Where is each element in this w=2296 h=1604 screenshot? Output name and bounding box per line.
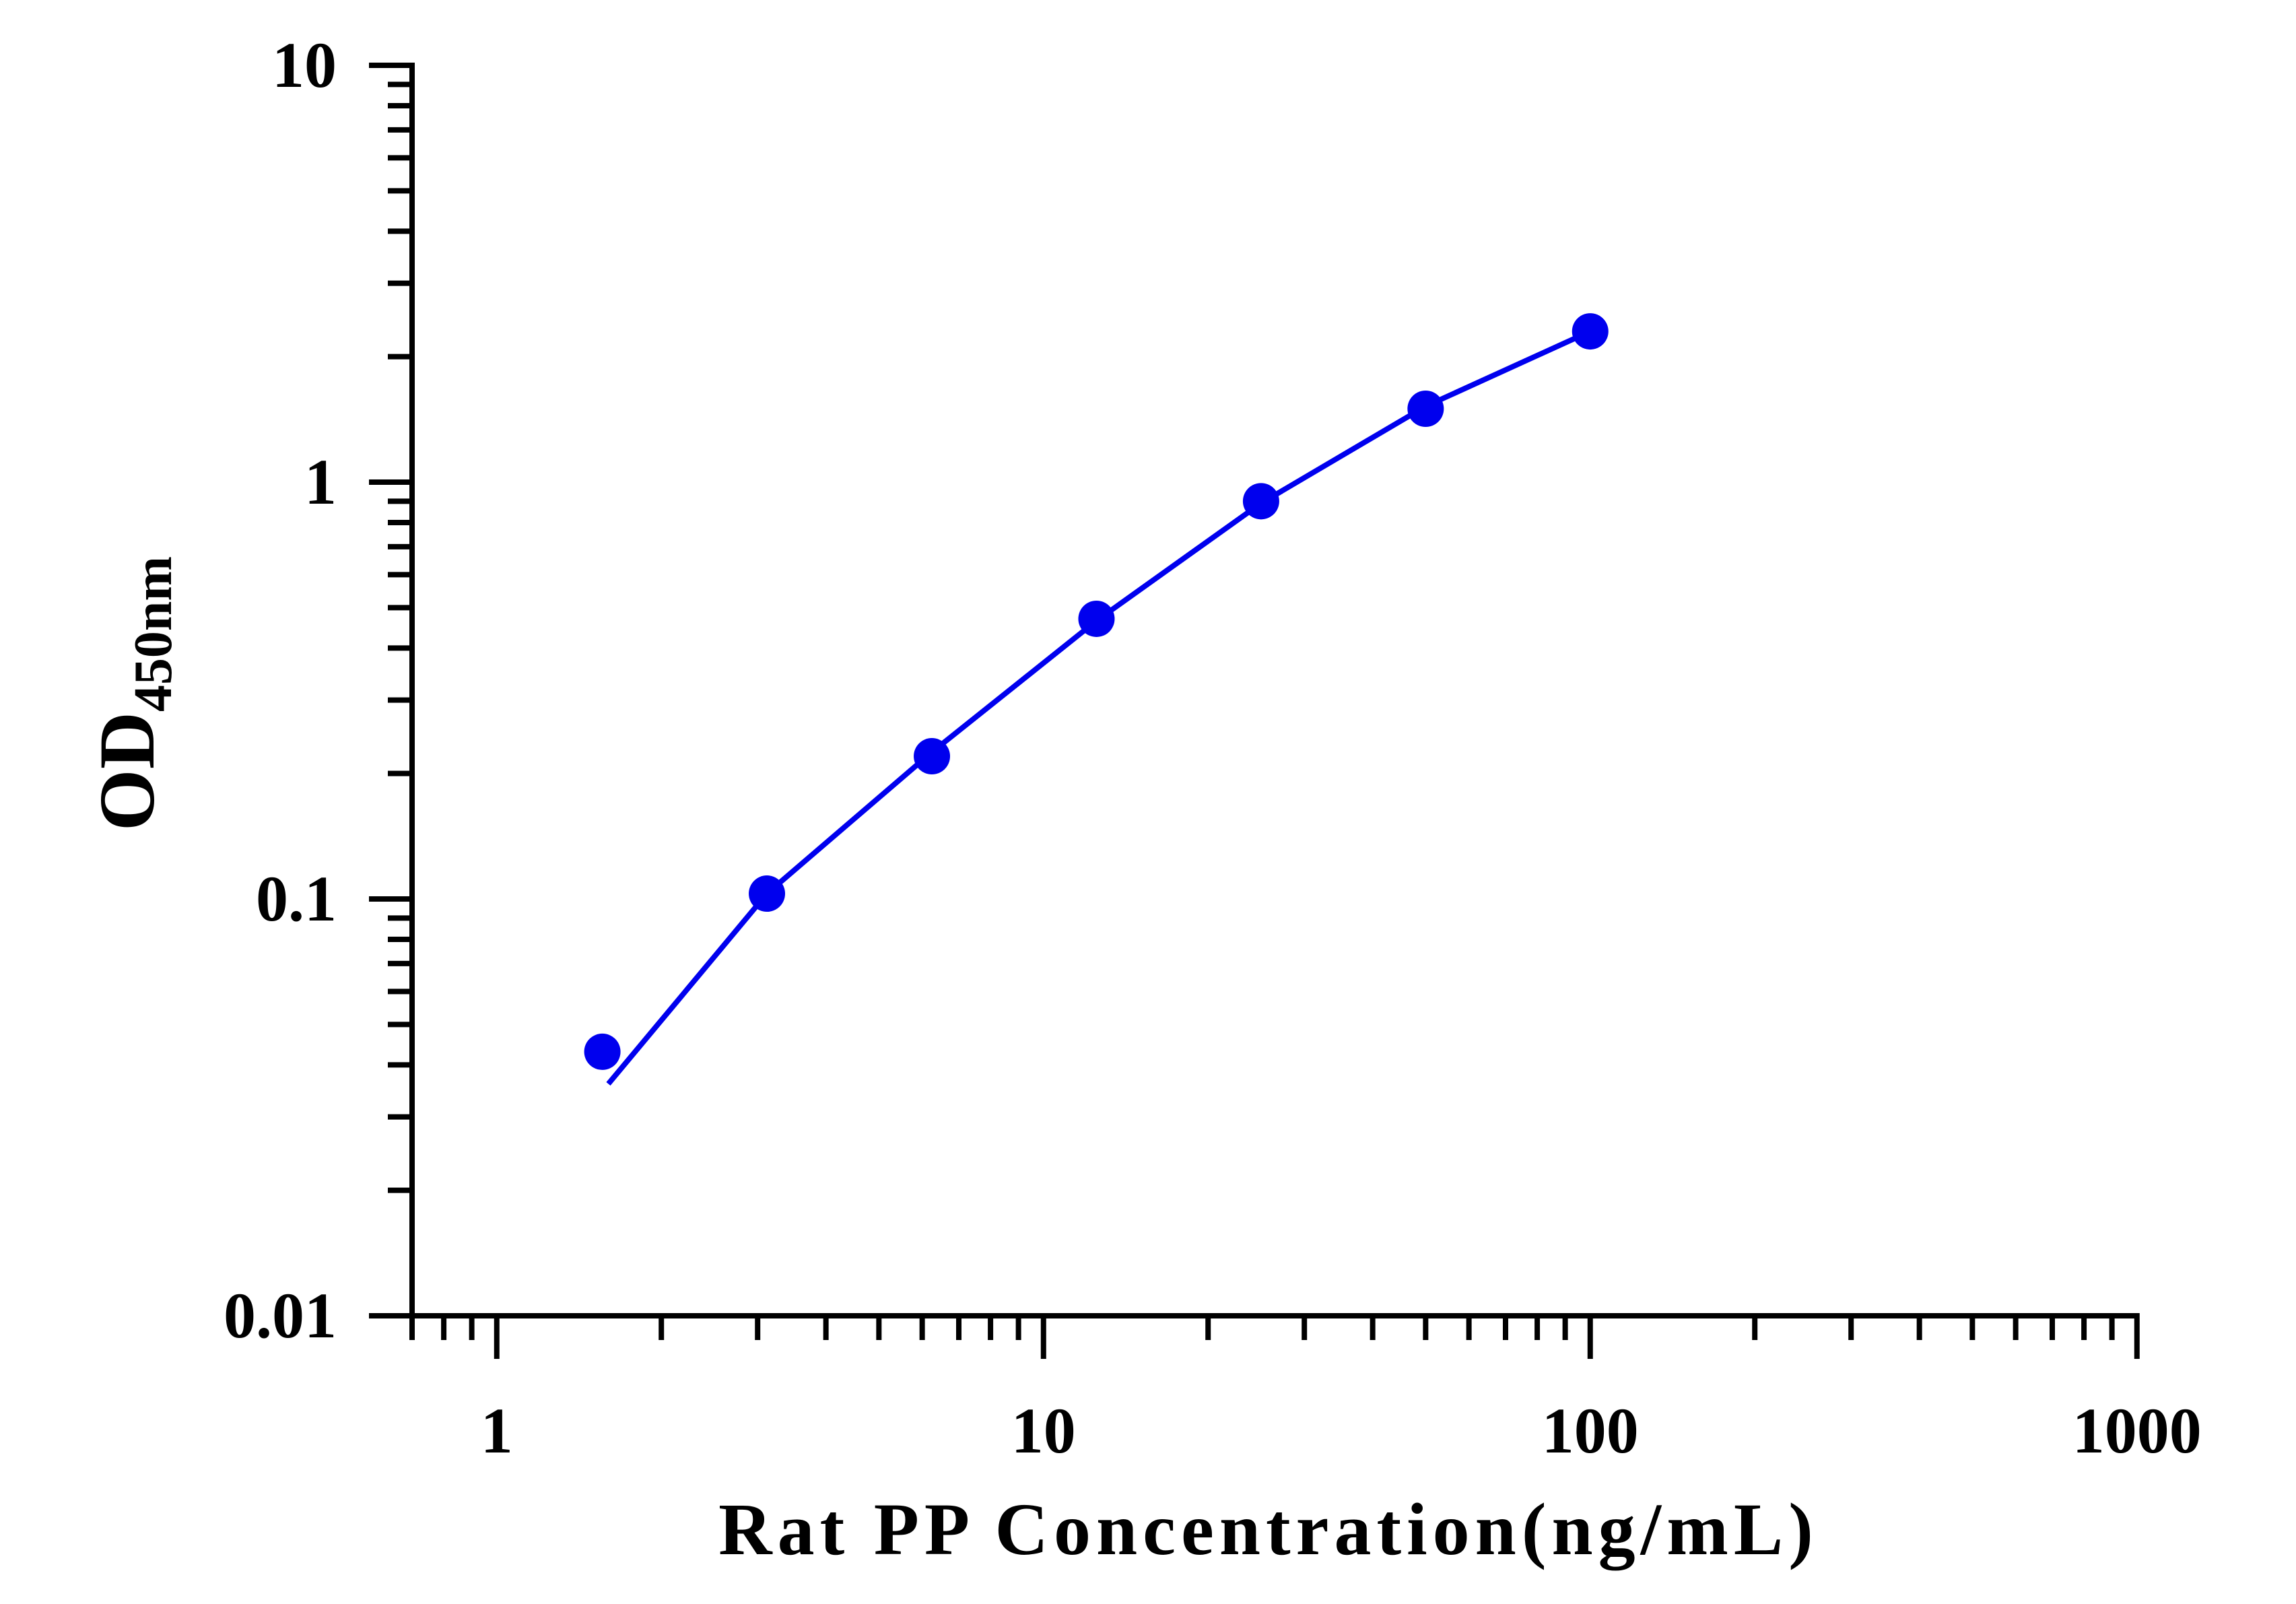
fit-curve-line xyxy=(606,329,1592,1086)
data-point xyxy=(1078,600,1115,637)
x-tick-labels: 1 10 100 1000 xyxy=(481,1395,2202,1467)
data-point xyxy=(584,1033,621,1070)
data-point xyxy=(1572,313,1609,350)
y-tick-label: 0.1 xyxy=(256,863,337,935)
y-tick-label: 1 xyxy=(304,446,337,518)
data-point xyxy=(749,875,786,912)
data-point xyxy=(1242,483,1279,520)
y-axis-title-subscript: 450nm xyxy=(124,556,183,712)
y-tick-labels: 0.01 0.1 1 10 xyxy=(224,29,337,1351)
data-point xyxy=(914,738,951,775)
series-layer xyxy=(584,313,1609,1086)
y-tick-label: 0.01 xyxy=(224,1279,337,1351)
axes xyxy=(369,63,2140,1359)
y-axis-title-main: OD xyxy=(83,712,171,831)
data-point xyxy=(1407,390,1444,427)
x-tick-label: 10 xyxy=(1011,1395,1076,1467)
x-tick-label: 1000 xyxy=(2072,1395,2202,1467)
y-axis-title: OD450nm xyxy=(83,556,183,831)
y-tick-label: 10 xyxy=(272,29,337,101)
x-tick-label: 100 xyxy=(1542,1395,1639,1467)
x-axis-title: Rat PP Concentration(ng/mL) xyxy=(718,1488,1819,1570)
x-tick-label: 1 xyxy=(481,1395,513,1467)
